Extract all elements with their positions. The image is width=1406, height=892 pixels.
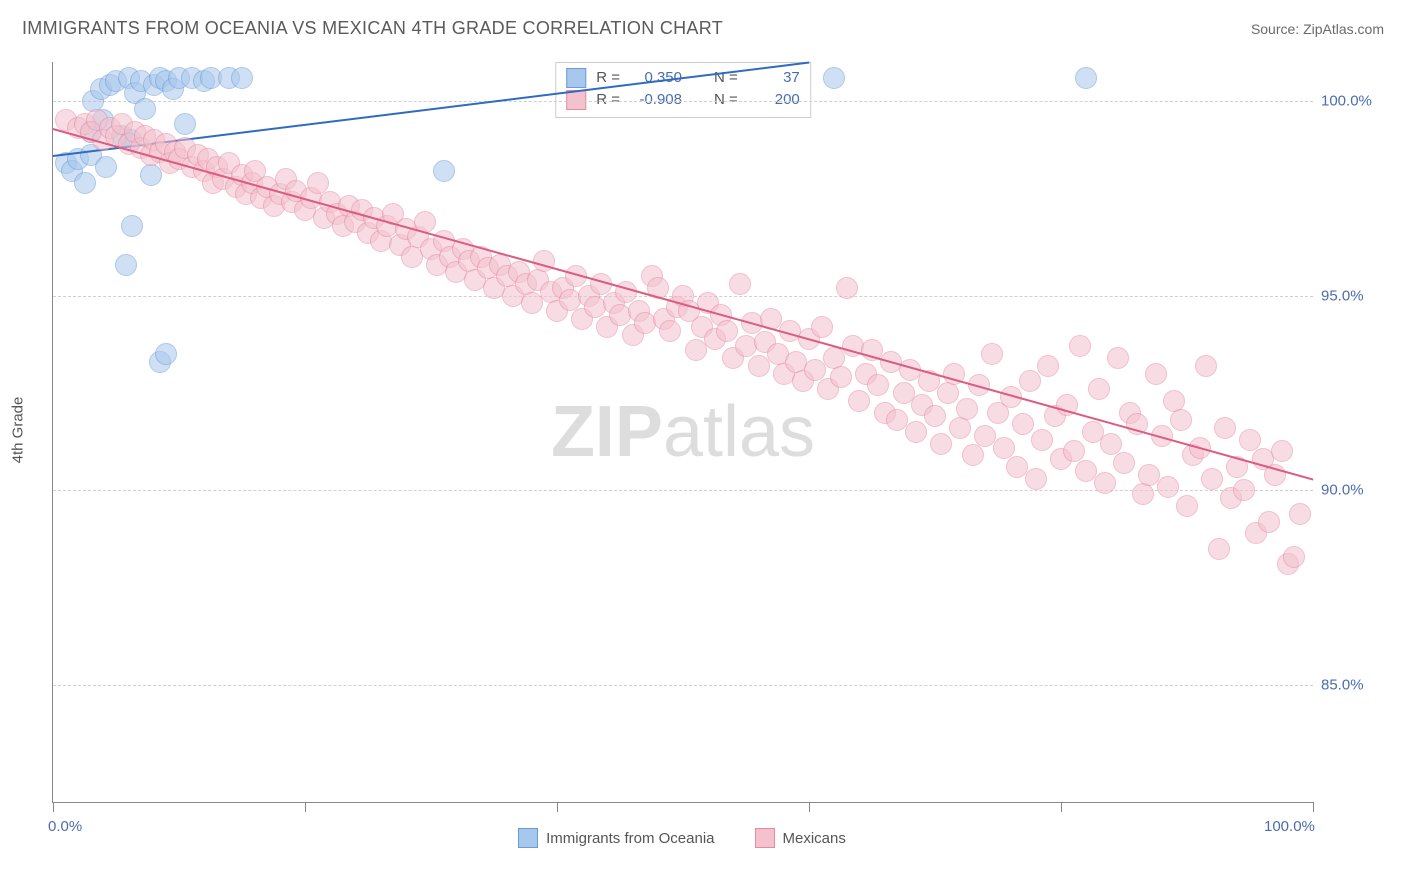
data-point: [115, 254, 137, 276]
data-point: [905, 421, 927, 443]
legend-swatch: [518, 828, 538, 848]
y-tick-label: 100.0%: [1321, 92, 1391, 109]
source-label: Source: ZipAtlas.com: [1251, 21, 1384, 37]
data-point: [134, 98, 156, 120]
gridline-h: [53, 101, 1313, 102]
trend-line: [53, 128, 1314, 480]
plot-container: ZIPatlas R =0.350N =37R =-0.908N =200 85…: [52, 62, 1392, 802]
gridline-h: [53, 490, 1313, 491]
data-point: [1271, 440, 1293, 462]
data-point: [1031, 429, 1053, 451]
x-tick: [305, 802, 306, 812]
data-point: [1113, 452, 1135, 474]
scatter-plot: ZIPatlas R =0.350N =37R =-0.908N =200 85…: [52, 62, 1313, 803]
data-point: [74, 172, 96, 194]
data-point: [659, 320, 681, 342]
x-tick: [53, 802, 54, 812]
data-point: [1170, 409, 1192, 431]
data-point: [937, 382, 959, 404]
watermark-bold: ZIP: [551, 392, 663, 472]
data-point: [962, 444, 984, 466]
data-point: [716, 320, 738, 342]
data-point: [848, 390, 870, 412]
data-point: [811, 316, 833, 338]
data-point: [836, 277, 858, 299]
data-point: [1075, 67, 1097, 89]
watermark: ZIPatlas: [551, 391, 815, 473]
x-tick: [809, 802, 810, 812]
watermark-rest: atlas: [663, 392, 815, 472]
x-tick: [1061, 802, 1062, 812]
data-point: [1094, 472, 1116, 494]
data-point: [121, 215, 143, 237]
y-tick-label: 85.0%: [1321, 677, 1391, 694]
data-point: [1088, 378, 1110, 400]
legend-swatch: [755, 828, 775, 848]
legend-label: Mexicans: [783, 830, 846, 847]
data-point: [1239, 429, 1261, 451]
data-point: [1063, 440, 1085, 462]
data-point: [1258, 511, 1280, 533]
data-point: [1214, 417, 1236, 439]
data-point: [231, 67, 253, 89]
data-point: [307, 172, 329, 194]
data-point: [867, 374, 889, 396]
data-point: [1107, 347, 1129, 369]
series-legend: Immigrants from Oceania Mexicans: [52, 828, 1312, 848]
data-point: [1195, 355, 1217, 377]
x-tick: [1313, 802, 1314, 812]
data-point: [924, 405, 946, 427]
data-point: [1201, 468, 1223, 490]
legend-item: Immigrants from Oceania: [518, 828, 714, 848]
data-point: [729, 273, 751, 295]
data-point: [1283, 546, 1305, 568]
data-point: [956, 398, 978, 420]
data-point: [1012, 413, 1034, 435]
data-point: [1100, 433, 1122, 455]
x-tick-label: 100.0%: [1264, 818, 1315, 835]
x-tick: [557, 802, 558, 812]
data-point: [993, 437, 1015, 459]
legend-label: Immigrants from Oceania: [546, 830, 714, 847]
y-tick-label: 95.0%: [1321, 287, 1391, 304]
data-point: [155, 343, 177, 365]
legend-item: Mexicans: [755, 828, 846, 848]
data-point: [1208, 538, 1230, 560]
legend-swatch: [566, 68, 586, 88]
data-point: [823, 67, 845, 89]
data-point: [1132, 483, 1154, 505]
y-tick-label: 90.0%: [1321, 482, 1391, 499]
y-axis-label: 4th Grade: [10, 397, 27, 464]
data-point: [1025, 468, 1047, 490]
data-point: [1289, 503, 1311, 525]
data-point: [1176, 495, 1198, 517]
data-point: [174, 113, 196, 135]
data-point: [981, 343, 1003, 365]
data-point: [1069, 335, 1091, 357]
data-point: [95, 156, 117, 178]
gridline-h: [53, 685, 1313, 686]
data-point: [1233, 479, 1255, 501]
chart-title: IMMIGRANTS FROM OCEANIA VS MEXICAN 4TH G…: [22, 18, 723, 39]
data-point: [1037, 355, 1059, 377]
data-point: [1019, 370, 1041, 392]
data-point: [1157, 476, 1179, 498]
data-point: [949, 417, 971, 439]
x-tick-label: 0.0%: [48, 818, 82, 835]
n-value: 37: [748, 67, 800, 89]
data-point: [830, 366, 852, 388]
data-point: [930, 433, 952, 455]
data-point: [433, 160, 455, 182]
data-point: [1145, 363, 1167, 385]
